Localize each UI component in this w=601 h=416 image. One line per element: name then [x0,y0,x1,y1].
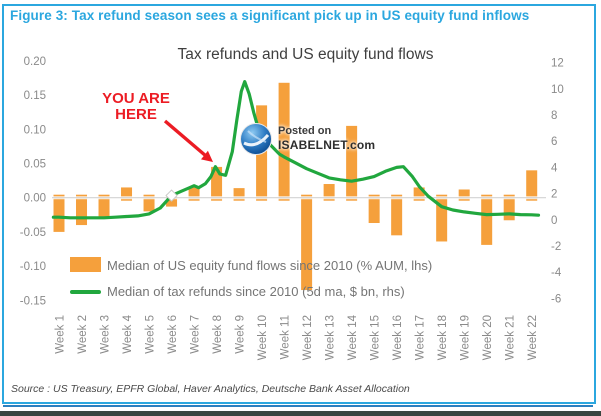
bar-week-5 [143,194,155,212]
right-axis-ticks: 12 10 8 6 4 2 0 -2 -4 -6 [551,58,564,306]
left-tick: 0.10 [24,124,46,136]
bar-week-11 [278,82,290,201]
left-axis-ticks: 0.20 0.15 0.10 0.05 0.00 -0.05 -0.10 -0.15 [20,56,46,307]
bar-week-13 [323,184,335,201]
left-tick: 0.05 [24,159,46,171]
left-tick: 0.00 [24,193,46,205]
right-tick: 12 [551,58,564,70]
week-label: Week 15 [370,315,382,360]
current-week-marker [165,189,178,202]
you-are-here-annotation: YOU ARE HERE [96,90,176,124]
left-tick: 0.15 [24,90,46,102]
week-label: Week 16 [392,315,404,360]
left-tick: 0.20 [24,56,46,68]
right-tick: 6 [551,136,557,148]
globe-icon [240,123,272,155]
week-label: Week 13 [325,315,337,360]
window-bottom-edge [0,411,601,416]
week-label: Week 11 [280,315,292,359]
you-are-here-arrow-head [201,150,213,162]
annotation-line-1: YOU ARE [102,90,170,107]
bar-week-19 [458,189,470,201]
bar-week-12 [301,194,313,291]
week-label: Week 14 [347,314,359,360]
week-label: Week 21 [505,315,517,360]
bar-week-17 [413,187,425,201]
legend-label-fund-flows: Median of US equity fund flows since 201… [107,258,433,273]
bar-week-15 [368,194,380,224]
bar-week-4 [121,187,133,201]
week-label: Week 8 [212,315,224,354]
right-tick: 10 [551,84,564,96]
week-label: Week 5 [145,315,157,354]
week-label: Week 22 [527,315,539,360]
you-are-here-arrow-shaft [163,119,208,158]
right-tick: 2 [551,189,557,201]
bar-week-7 [188,187,200,201]
left-tick: -0.05 [20,227,46,239]
legend-swatch-tax-refunds [70,290,101,294]
watermark-line-2: ISABELNET.com [278,138,376,153]
bar-week-20 [481,194,493,245]
bar-week-14 [346,125,358,201]
week-label: Week 4 [122,314,134,353]
watermark-text: Posted on ISABELNET.com [278,125,375,154]
chart-title: Tax refunds and US equity fund flows [177,46,434,63]
week-label: Week 7 [190,315,202,354]
week-label: Week 3 [100,315,112,354]
week-label: Week 1 [55,315,67,354]
right-tick: -6 [551,293,561,305]
week-label: Week 10 [257,315,269,360]
legend-label-tax-refunds: Median of tax refunds since 2010 (5d ma,… [107,284,405,299]
source-note: Source : US Treasury, EPFR Global, Haver… [11,383,410,395]
figure-caption: Figure 3: Tax refund season sees a signi… [10,8,530,23]
week-label: Week 6 [167,315,179,354]
left-tick: -0.15 [20,295,46,307]
right-tick: 4 [551,162,558,174]
bar-week-9 [233,188,245,201]
right-tick: -4 [551,267,562,279]
bar-week-18 [436,194,448,242]
right-tick: -2 [551,241,561,253]
week-label: Week 19 [460,315,472,360]
bar-week-16 [391,194,403,236]
week-label: Week 20 [482,315,494,360]
bar-week-2 [76,194,88,226]
legend-swatch-fund-flows [70,257,101,272]
x-axis-labels: Week 1 Week 2 Week 3 Week 4 Week 5 Week 6 Week… [55,314,540,360]
right-tick: 0 [551,215,557,227]
isabelnet-watermark: Posted on ISABELNET.com [239,122,375,156]
bar-week-3 [98,194,110,217]
annotation-line-2: HERE [115,106,157,124]
week-label: Week 17 [415,315,427,360]
bar-week-8 [211,166,223,201]
week-label: Week 12 [302,315,314,360]
bottom-rule [3,405,593,407]
bar-week-21 [503,194,515,221]
bar-week-1 [53,194,65,232]
watermark-line-1: Posted on [278,124,332,137]
bar-week-22 [526,170,538,201]
right-tick: 8 [551,110,557,122]
left-tick: -0.10 [20,261,46,273]
week-label: Week 18 [437,315,449,360]
week-label: Week 2 [77,315,89,354]
week-label: Week 9 [235,315,247,354]
